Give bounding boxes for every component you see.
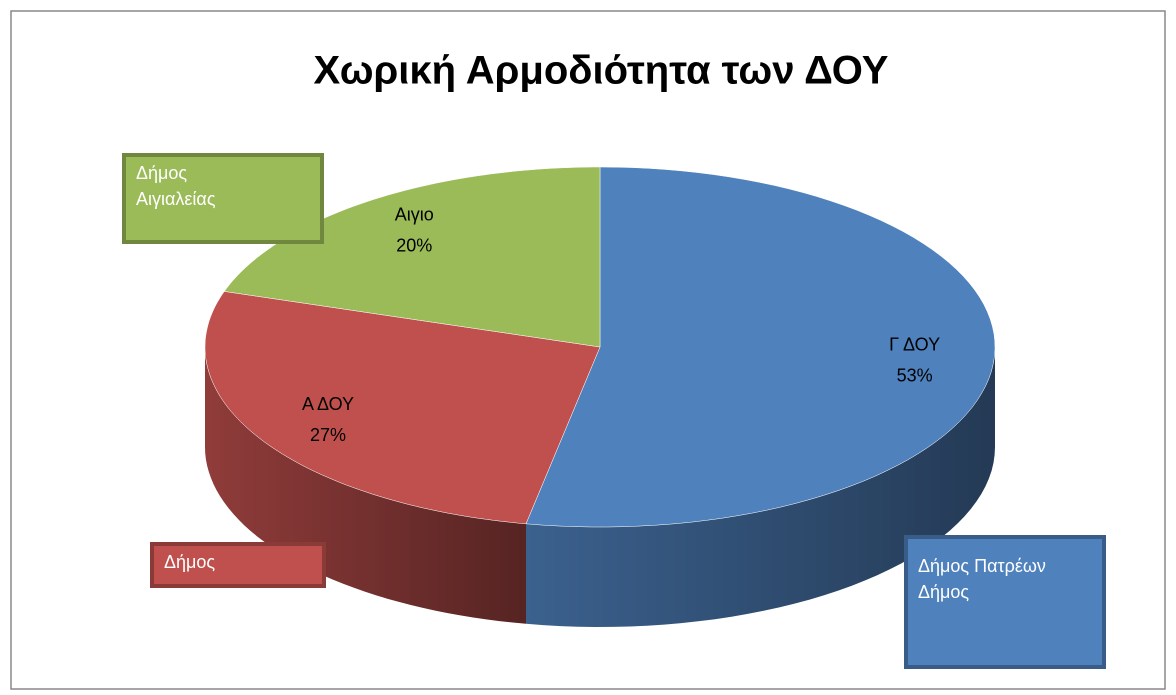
annotation: Δήμος Πατρέων Δήμος	[904, 535, 1106, 669]
slice-side	[526, 347, 995, 627]
slice-value-label: 27%	[310, 425, 346, 445]
annotation: Δήμος	[150, 542, 326, 588]
slice-value-label: 53%	[897, 365, 933, 385]
slice-label: Αιγιο	[395, 204, 434, 224]
slice-value-label: 20%	[396, 235, 432, 255]
slice-label: Γ ΔΟΥ	[889, 334, 940, 354]
slice	[223, 166, 601, 348]
slice-labels: Γ ΔΟΥ 53% Α ΔΟΥ 27% Αιγιο 20%	[302, 204, 940, 445]
slice-label: Α ΔΟΥ	[302, 394, 354, 414]
slice-tops	[204, 166, 996, 528]
slice	[204, 291, 601, 525]
chart-title: Χωρική Αρμοδιότητα των ΔΟΥ	[314, 49, 889, 93]
annotation: Δήμος Αιγιαλείας	[122, 153, 324, 244]
slice	[525, 166, 996, 528]
